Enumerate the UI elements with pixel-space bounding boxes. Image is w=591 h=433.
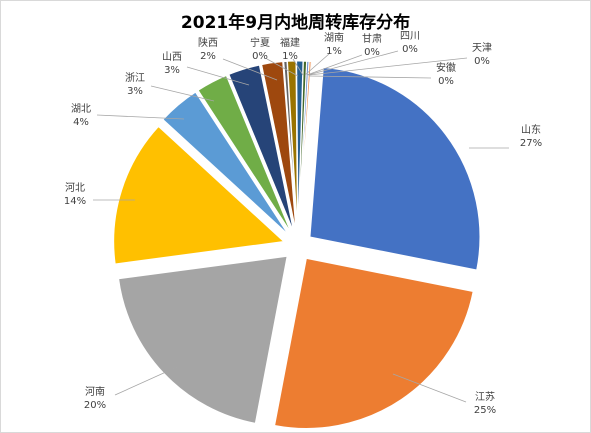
- slice-label-name: 宁夏: [250, 36, 270, 49]
- leader-line-福建: [292, 58, 304, 76]
- slice-label-percent: 25%: [474, 405, 496, 416]
- pie-slice-福建: [286, 60, 298, 232]
- pie-slice-河北: [113, 125, 285, 265]
- slice-label-name: 山东: [521, 123, 541, 136]
- slice-label-name: 陕西: [198, 36, 218, 49]
- slice-label-percent: 1%: [326, 46, 342, 57]
- slice-label-name: 江苏: [475, 390, 495, 403]
- leader-line-安徽: [308, 75, 432, 79]
- leader-line-江苏: [392, 373, 467, 403]
- slice-label-percent: 2%: [200, 51, 216, 62]
- pie-slice-湖北: [162, 91, 289, 235]
- slice-label-name: 河北: [65, 182, 85, 194]
- slice-label-name: 天津: [472, 42, 492, 54]
- slice-label-percent: 20%: [84, 400, 106, 411]
- slice-label-name: 湖南: [324, 31, 344, 44]
- slice-label-percent: 0%: [438, 76, 454, 87]
- leader-line-浙江: [150, 85, 215, 102]
- leader-line-湖北: [96, 114, 185, 120]
- leader-line-宁夏: [266, 58, 299, 77]
- leader-line-天津: [308, 57, 468, 76]
- chart-title: 2021年9月内地周转库存分布: [180, 13, 411, 33]
- slice-label-percent: 0%: [474, 56, 490, 67]
- slice-label-name: 湖北: [71, 103, 91, 115]
- pie-slice-浙江: [197, 74, 292, 233]
- leader-line-湖南: [304, 53, 330, 76]
- pie-slice-宁夏: [283, 60, 298, 232]
- slice-label-percent: 3%: [127, 86, 143, 97]
- leader-line-甘肃: [306, 54, 363, 76]
- pie-slice-陕西: [261, 61, 297, 232]
- slice-label-percent: 3%: [164, 65, 180, 76]
- slice-label-name: 四川: [400, 31, 420, 42]
- slice-label-name: 山西: [162, 51, 182, 63]
- leader-line-四川: [307, 50, 399, 76]
- leader-line-陕西: [222, 58, 278, 81]
- slice-label-percent: 0%: [402, 44, 418, 55]
- slice-label-percent: 27%: [520, 138, 542, 149]
- slice-label-percent: 0%: [252, 51, 268, 62]
- slice-label-name: 安徽: [436, 61, 456, 74]
- slice-label-percent: 1%: [282, 51, 298, 62]
- leader-line-山西: [186, 66, 250, 86]
- pie-slice-山东: [309, 66, 481, 271]
- pie-slice-江苏: [274, 257, 474, 429]
- slice-label-percent: 0%: [364, 47, 380, 58]
- slice-label-percent: 14%: [64, 196, 86, 207]
- slice-label-name: 福建: [280, 36, 300, 49]
- slice-label-name: 河南: [85, 385, 105, 398]
- slice-label-name: 甘肃: [362, 32, 382, 45]
- pie-slice-山西: [228, 64, 295, 232]
- slice-label-name: 浙江: [125, 72, 145, 84]
- pie-slice-河南: [118, 255, 288, 424]
- leader-line-河南: [114, 366, 178, 396]
- slice-label-percent: 4%: [73, 117, 89, 128]
- pie-slice-安徽: [298, 60, 314, 232]
